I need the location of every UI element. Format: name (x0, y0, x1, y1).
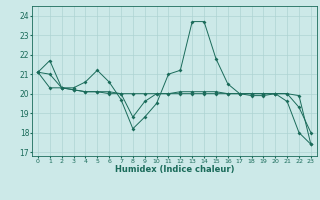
X-axis label: Humidex (Indice chaleur): Humidex (Indice chaleur) (115, 165, 234, 174)
